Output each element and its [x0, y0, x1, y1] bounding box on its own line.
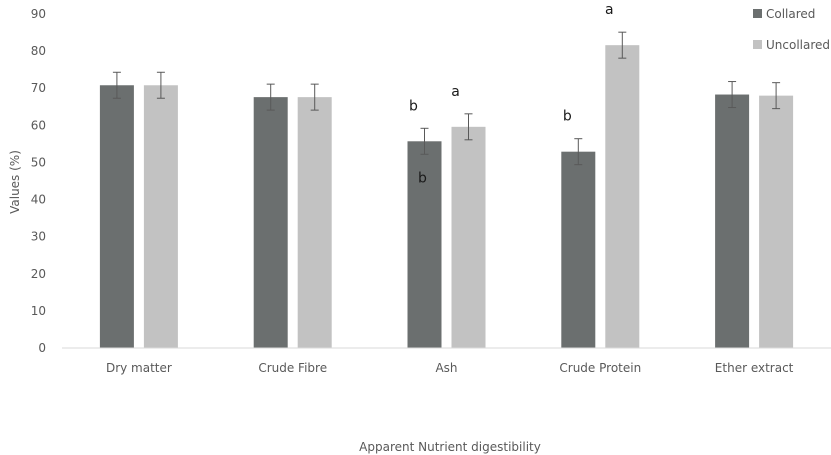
x-tick-label: Ether extract — [715, 361, 794, 375]
y-axis: 0 10 20 30 40 50 60 70 80 90 — [31, 7, 46, 355]
y-tick-label: 10 — [31, 304, 46, 318]
y-tick-label: 0 — [38, 341, 46, 355]
significance-letter: a — [605, 2, 614, 18]
bar — [143, 85, 178, 349]
bar — [297, 97, 332, 348]
legend-label: Uncollared — [766, 38, 830, 52]
bars — [99, 45, 794, 349]
bar — [99, 85, 134, 349]
y-tick-label: 40 — [31, 193, 46, 207]
y-tick-label: 50 — [31, 155, 46, 169]
y-tick-label: 90 — [31, 7, 46, 21]
significance-letter: a — [451, 84, 460, 100]
bar — [605, 45, 640, 348]
significance-letter: b — [563, 109, 572, 125]
significance-letter: b — [418, 170, 427, 186]
bar — [451, 126, 486, 348]
bar — [407, 141, 442, 348]
x-tick-label: Ash — [435, 361, 457, 375]
y-tick-label: 70 — [31, 81, 46, 95]
legend: Collared Uncollared — [753, 7, 830, 52]
y-tick-label: 60 — [31, 118, 46, 132]
bar — [759, 95, 794, 349]
bar — [715, 94, 750, 348]
legend-label: Collared — [766, 7, 815, 21]
legend-swatch — [753, 9, 762, 18]
x-tick-label: Crude Protein — [559, 361, 641, 375]
x-tick-label: Dry matter — [106, 361, 172, 375]
y-tick-label: 80 — [31, 44, 46, 58]
bar — [561, 151, 596, 348]
x-tick-label: Crude Fibre — [258, 361, 327, 375]
y-tick-label: 30 — [31, 230, 46, 244]
error-bars — [112, 31, 781, 166]
x-axis: Dry matter Crude Fibre Ash Crude Protein Eth… — [62, 347, 831, 375]
significance-letters: b a b a b — [409, 2, 614, 186]
y-tick-label: 20 — [31, 267, 46, 281]
significance-letter: b — [409, 98, 418, 114]
x-axis-title: Apparent Nutrient digestibility — [359, 440, 541, 454]
legend-swatch — [753, 40, 762, 49]
y-axis-title: Values (%) — [8, 150, 22, 214]
bar — [253, 97, 288, 348]
